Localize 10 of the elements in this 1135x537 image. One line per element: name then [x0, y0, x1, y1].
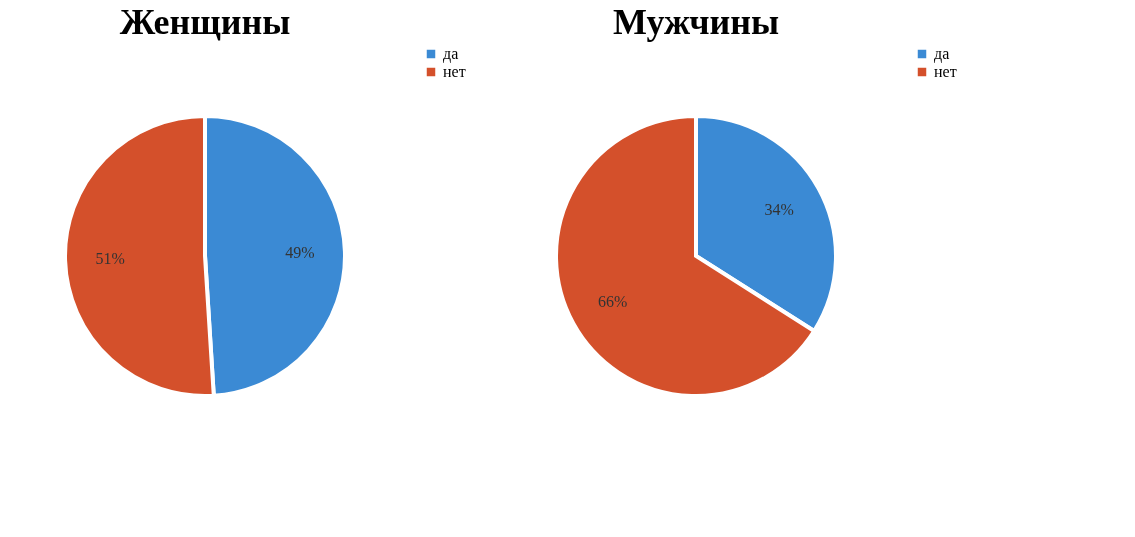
legend-label: да — [443, 45, 459, 63]
data-label: 34% — [764, 201, 794, 219]
chart-title: Женщины — [119, 2, 291, 42]
legend-label: нет — [443, 63, 466, 80]
legend-label: нет — [934, 63, 957, 80]
chart-title: Мужчины — [612, 2, 780, 42]
data-label: 51% — [95, 249, 125, 267]
legend-label: да — [934, 45, 950, 63]
data-label: 66% — [598, 292, 628, 310]
data-label: 49% — [285, 244, 315, 262]
